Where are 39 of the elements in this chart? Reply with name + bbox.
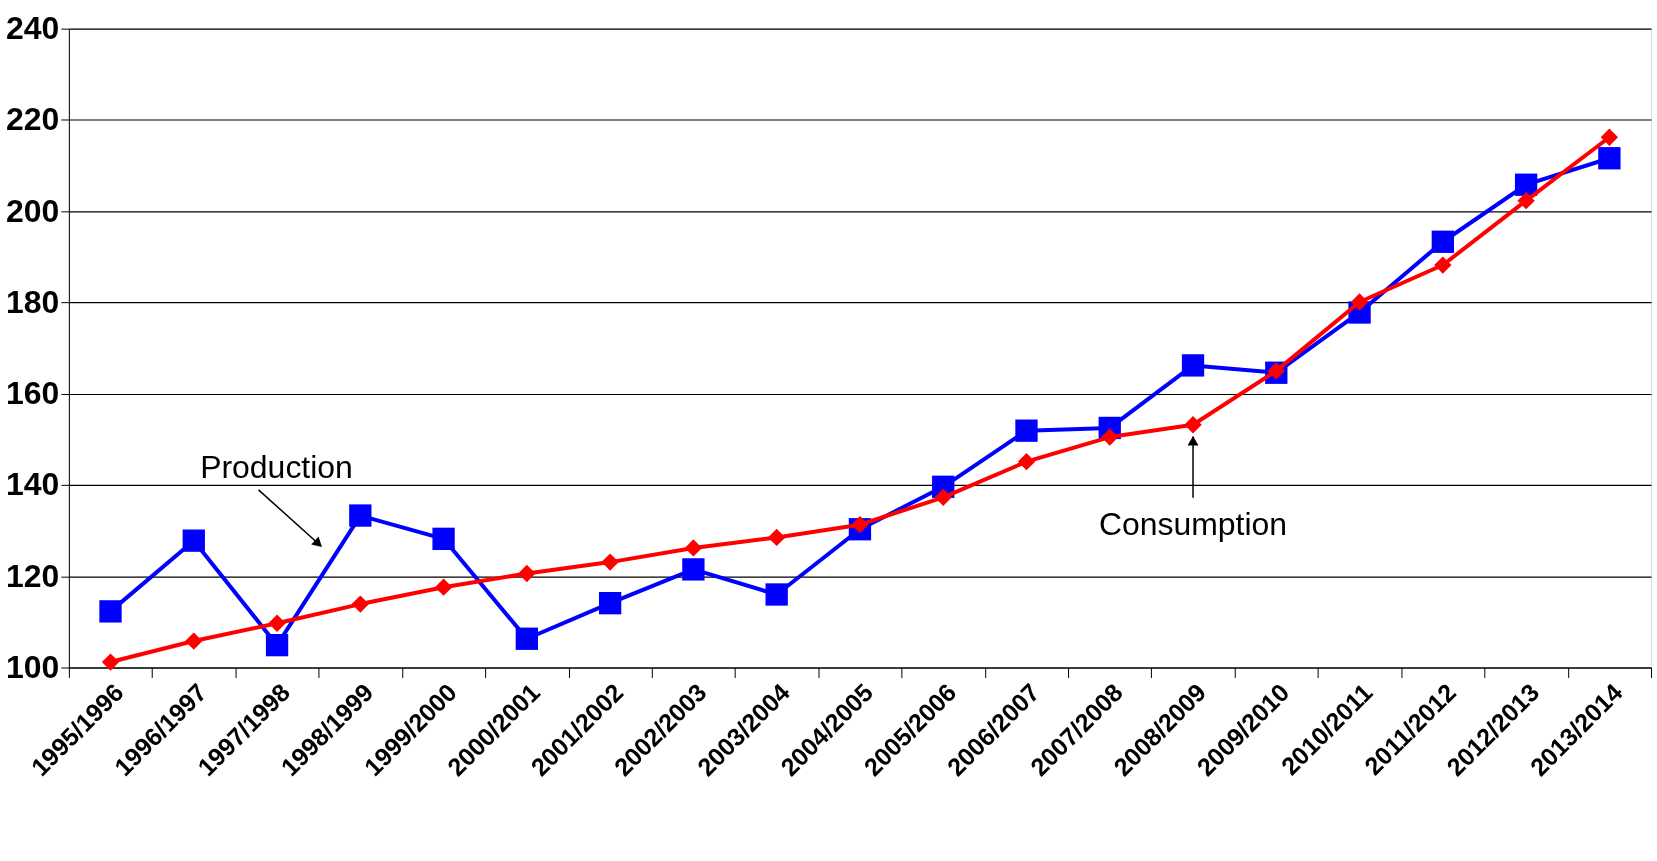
- point: [1184, 416, 1202, 434]
- point: [182, 529, 205, 552]
- point: [1434, 256, 1452, 274]
- point: [765, 583, 788, 606]
- point: [99, 600, 122, 623]
- y-tick-label: 120: [6, 557, 60, 594]
- point: [1350, 293, 1369, 311]
- point: [768, 528, 786, 547]
- annotation: Consumption: [1098, 505, 1288, 542]
- y-tick-label: 200: [6, 192, 60, 229]
- point: [268, 614, 286, 632]
- point: [682, 558, 705, 581]
- y-tick-label: 220: [6, 101, 60, 138]
- point: [601, 553, 619, 571]
- annotation: Production: [200, 448, 353, 485]
- point: [515, 627, 539, 650]
- point: [1431, 230, 1454, 253]
- point: [518, 564, 536, 583]
- y-tick-label: 160: [6, 375, 60, 412]
- point: [101, 653, 120, 671]
- point: [432, 527, 455, 550]
- point: [349, 504, 372, 527]
- point: [185, 632, 203, 650]
- point: [934, 488, 952, 506]
- point: [265, 633, 289, 657]
- point: [434, 578, 453, 596]
- point: [684, 539, 703, 557]
- y-tick-label: 140: [6, 466, 60, 503]
- point: [1017, 453, 1036, 471]
- y-tick-label: 240: [6, 10, 60, 47]
- point: [1015, 419, 1038, 442]
- point: [1598, 147, 1621, 170]
- point: [1181, 354, 1205, 377]
- point: [1517, 192, 1535, 210]
- y-tick-label: 180: [6, 283, 60, 320]
- point: [1600, 128, 1619, 146]
- point: [351, 595, 369, 613]
- y-tick-label: 100: [6, 648, 60, 685]
- point: [598, 592, 622, 615]
